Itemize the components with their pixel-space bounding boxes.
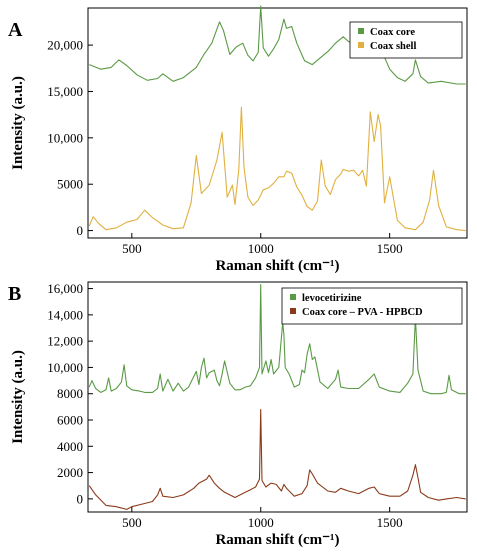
- legend-swatch: [290, 294, 296, 300]
- y-tick-label: 8000: [57, 386, 83, 401]
- x-tick-label: 1000: [248, 241, 274, 256]
- y-tick-label: 12,000: [47, 334, 83, 349]
- series-line-1: [89, 5, 466, 85]
- y-tick-label: 2000: [57, 465, 83, 480]
- y-tick-label: 14,000: [47, 307, 83, 322]
- x-tick-label: 1500: [377, 515, 403, 530]
- chart-panel-b: B 500 1000 1500 0 2000 4000 6000 8000 10,000 12,00…: [8, 281, 468, 548]
- legend-box: [281, 287, 463, 325]
- x-axis-label: Raman shift (cm⁻¹): [215, 532, 339, 548]
- x-tick-label: 500: [122, 241, 142, 256]
- chart-panel-a: A 500 1000 1500 0 5000 10,000 15,000 20,000 Raman…: [8, 5, 468, 274]
- y-tick-label: 6000: [57, 413, 83, 428]
- plot-frame: [87, 281, 468, 513]
- legend-label: levocetirizine: [302, 293, 362, 304]
- panel-label: B: [8, 283, 21, 305]
- legend-label: Coax core: [370, 27, 415, 38]
- legend-swatch: [290, 308, 296, 314]
- legend-swatch: [358, 28, 364, 34]
- x-tick-label: 1000: [248, 515, 274, 530]
- y-tick-label: 0: [77, 491, 84, 506]
- y-tick-label: 5000: [57, 177, 83, 192]
- x-axis-label: Raman shift (cm⁻¹): [215, 258, 339, 274]
- y-tick-label: 10,000: [47, 130, 83, 145]
- x-tick-label: 500: [122, 515, 142, 530]
- y-tick-label: 16,000: [47, 281, 83, 296]
- plot-frame: [87, 7, 468, 239]
- legend-label: Coax shell: [370, 41, 416, 52]
- y-tick-label: 15,000: [47, 84, 83, 99]
- panel-label: A: [8, 19, 23, 41]
- y-tick-label: 0: [77, 223, 84, 238]
- legend-swatch: [358, 42, 364, 48]
- x-tick-label: 1500: [377, 241, 403, 256]
- y-axis-label: Intensity (a.u.): [10, 76, 26, 170]
- y-axis-label: Intensity (a.u.): [10, 350, 26, 444]
- legend-box: [349, 21, 463, 59]
- y-tick-label: 4000: [57, 439, 83, 454]
- series-line-1: [88, 284, 466, 395]
- y-tick-label: 10,000: [47, 360, 83, 375]
- y-tick-label: 20,000: [47, 38, 83, 53]
- legend-label: Coax core – PVA - HPBCD: [302, 307, 423, 318]
- series-line-2: [88, 106, 466, 232]
- series-line-2: [88, 408, 466, 510]
